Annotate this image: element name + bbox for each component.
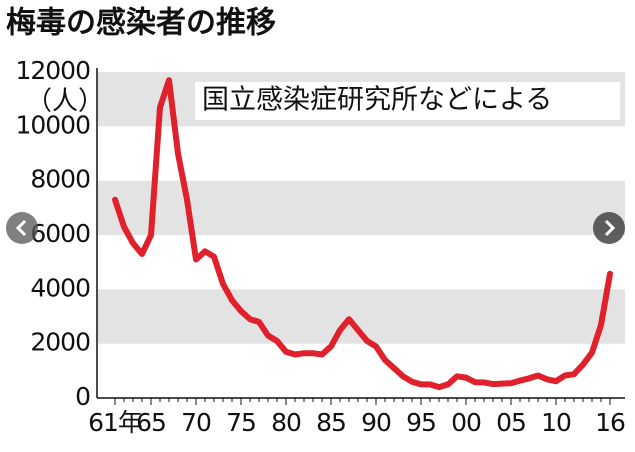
annotation-box xyxy=(195,82,620,120)
x-tick-label: 10 xyxy=(541,408,571,437)
annotation: 国立感染症研究所などによる xyxy=(202,85,552,116)
next-button[interactable] xyxy=(593,212,625,244)
x-tick-label: 90 xyxy=(361,408,391,437)
y-tick-label: 8000 xyxy=(30,165,90,194)
chart-title: 梅毒の感染者の推移 xyxy=(6,6,276,41)
y-tick-label: 4000 xyxy=(30,273,90,302)
line xyxy=(112,77,613,391)
x-tick-label: 05 xyxy=(496,408,526,437)
prev-button[interactable] xyxy=(6,212,38,244)
y-tick-label: 6000 xyxy=(30,219,90,248)
x-tick-label: 65 xyxy=(136,408,166,437)
y-tick-label: 0 xyxy=(75,382,90,411)
x-tick-label: 70 xyxy=(181,408,211,437)
x-tick-label: 00 xyxy=(451,408,481,437)
x-tick-label: 75 xyxy=(226,408,256,437)
x-tick-label: 16 xyxy=(595,408,625,437)
y-tick-label: 10000 xyxy=(15,110,90,139)
y-unit: （人） xyxy=(26,87,104,117)
x-tick-label: 80 xyxy=(271,408,301,437)
y-tick-label: 2000 xyxy=(30,328,90,357)
x-tick-label: 95 xyxy=(406,408,436,437)
y-tick-label: 12000 xyxy=(15,56,90,85)
grid-band xyxy=(97,180,625,235)
x-tick-label: 61年 xyxy=(88,408,142,437)
x-tick-label: 85 xyxy=(316,408,346,437)
